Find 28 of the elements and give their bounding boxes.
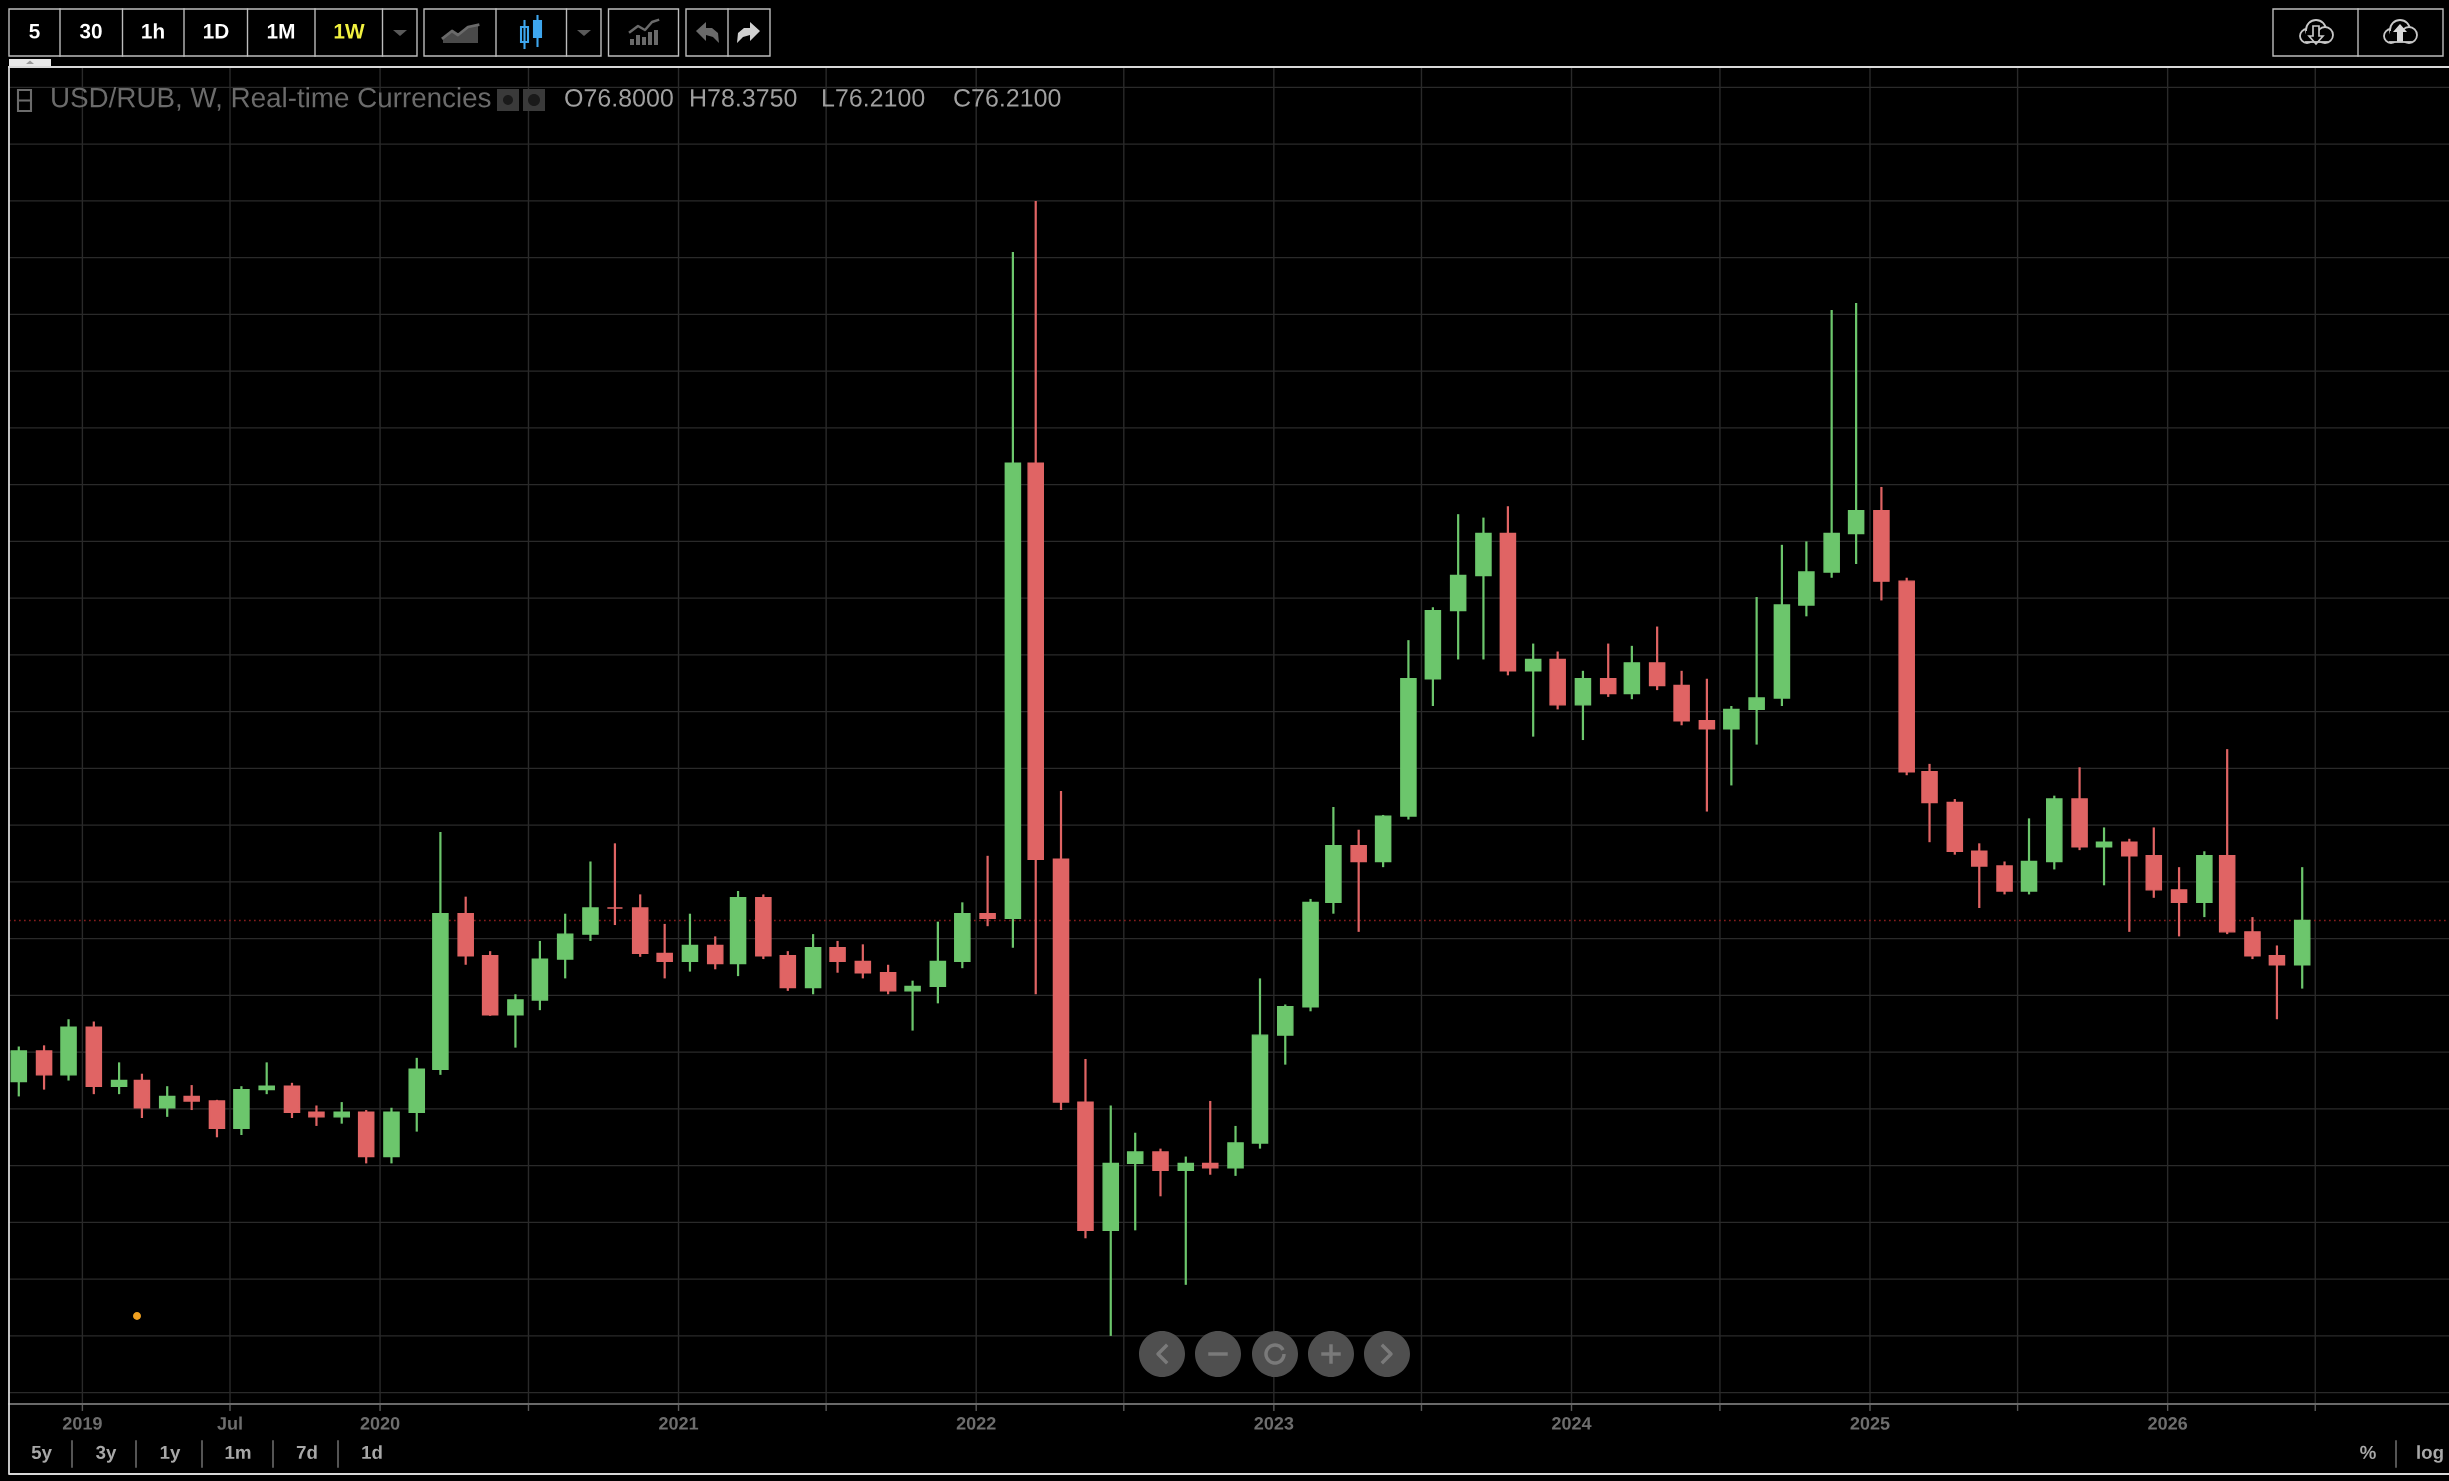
text: 1d xyxy=(362,1445,382,1460)
text: 1h xyxy=(142,23,164,39)
text: 30 xyxy=(79,23,102,39)
x-tick-label: 2024 xyxy=(1552,1416,1592,1430)
chart-title: USD/RUB, W, Real-time Currencies xyxy=(52,87,491,111)
x-tick-label: 2023 xyxy=(1254,1416,1294,1430)
text: 1W xyxy=(334,24,365,39)
text: 5y xyxy=(31,1445,52,1463)
text: log xyxy=(2417,1445,2443,1463)
text: 1D xyxy=(204,24,229,39)
x-tick-label: 2026 xyxy=(2148,1416,2188,1430)
text: 1M xyxy=(267,24,295,39)
x-tick-label: Jul xyxy=(217,1416,242,1430)
x-tick-label: 2025 xyxy=(1850,1416,1890,1430)
x-tick-label: 2021 xyxy=(659,1416,699,1430)
x-tick-label: 2020 xyxy=(360,1416,400,1430)
x-tick-label: 2022 xyxy=(956,1416,996,1430)
text: C76.2100 xyxy=(954,89,1061,107)
text: % xyxy=(2360,1445,2376,1459)
x-tick-label: 2019 xyxy=(62,1416,102,1430)
text: L76.2100 xyxy=(823,89,925,107)
text: 1m xyxy=(225,1445,251,1459)
text: H78.3750 xyxy=(691,89,797,107)
text: 7d xyxy=(296,1445,317,1460)
text: 5 xyxy=(29,24,40,39)
text: 1y xyxy=(160,1445,181,1463)
text: 3y xyxy=(96,1445,117,1463)
text: O76.8000 xyxy=(565,89,673,107)
